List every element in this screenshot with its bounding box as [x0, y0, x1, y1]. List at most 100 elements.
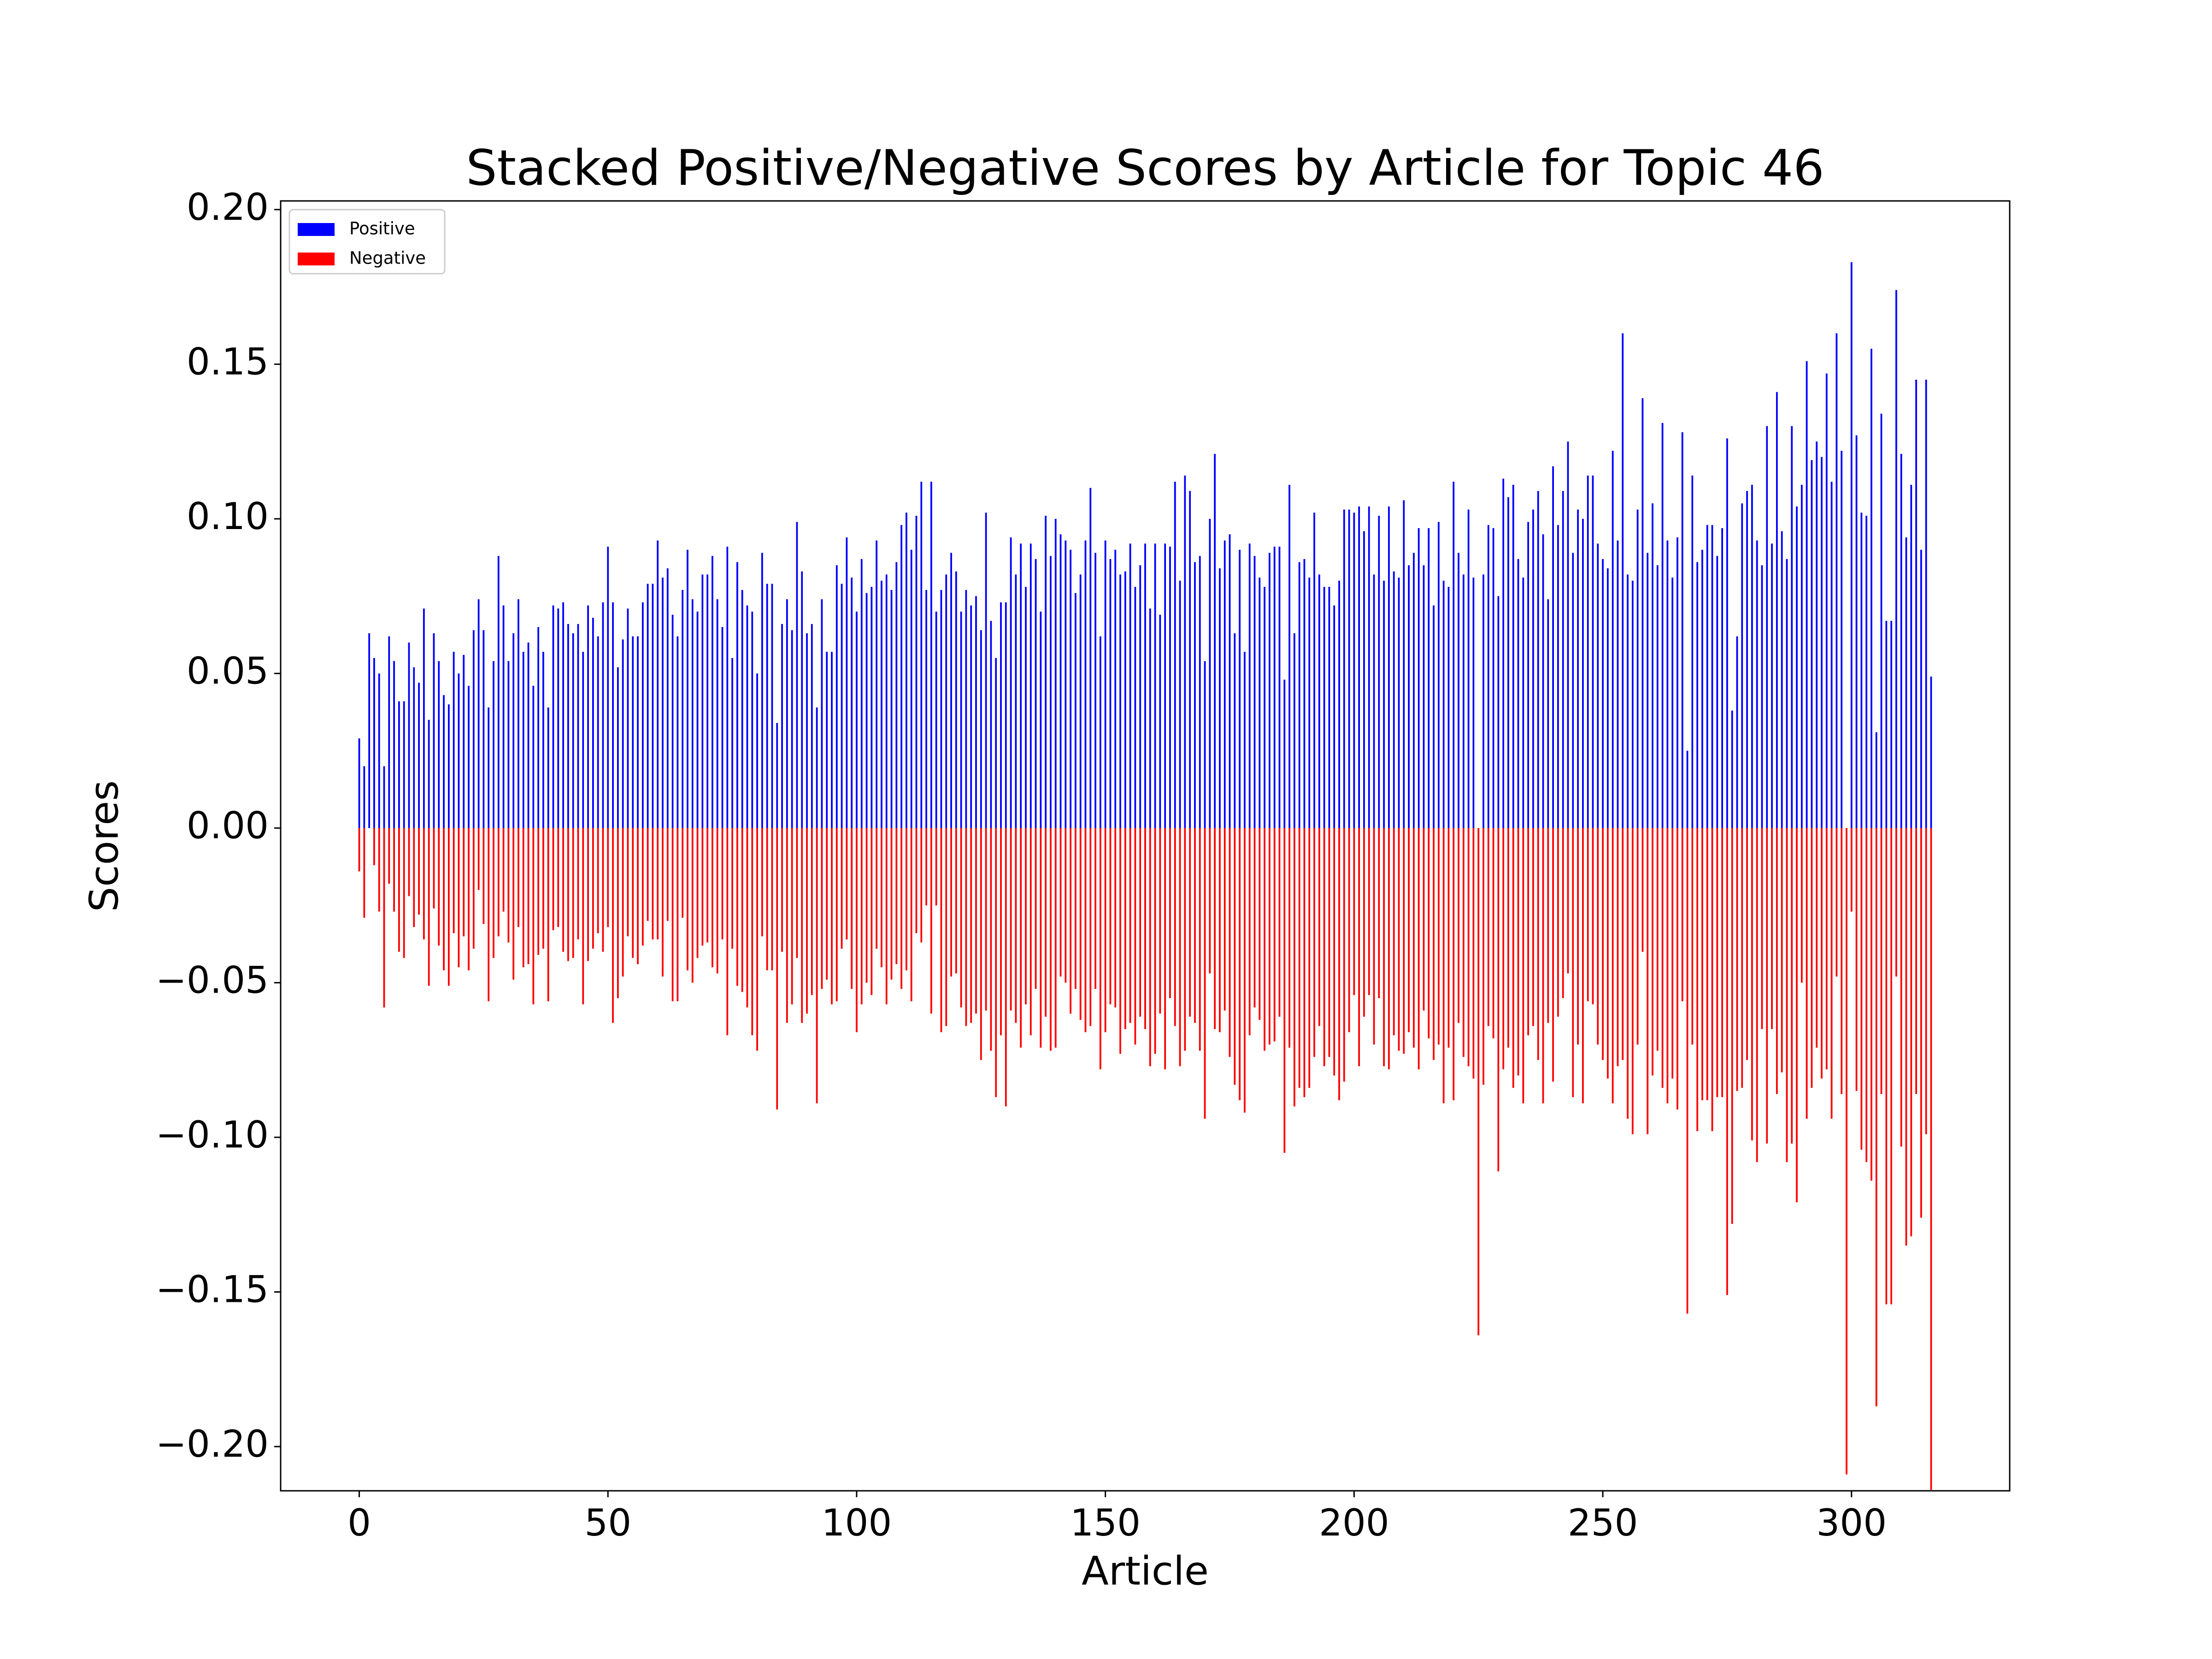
bar: [1835, 333, 1838, 828]
bar: [1229, 828, 1231, 1057]
bar: [1219, 568, 1221, 828]
bar: [910, 828, 912, 1001]
bar: [1179, 581, 1181, 828]
bar: [627, 608, 629, 828]
bar: [1035, 828, 1037, 989]
bar: [1358, 828, 1360, 1066]
bar: [1483, 828, 1484, 1085]
bar: [562, 602, 564, 828]
bar: [1378, 516, 1380, 828]
bar: [806, 828, 808, 1014]
bar: [447, 828, 450, 986]
bar: [1065, 540, 1067, 828]
bar: [1224, 540, 1226, 828]
bar: [1477, 828, 1480, 1335]
bar: [1458, 828, 1459, 1023]
bar: [477, 828, 480, 890]
bar: [1234, 633, 1236, 828]
bar: [1114, 828, 1117, 1008]
bar: [761, 828, 763, 936]
bar: [1065, 828, 1067, 983]
bar: [1472, 828, 1475, 1079]
bar: [1070, 549, 1071, 828]
bar: [602, 602, 604, 828]
bar: [497, 828, 500, 936]
bar: [447, 704, 450, 828]
bar: [1134, 587, 1136, 828]
bar: [895, 562, 898, 828]
bar: [691, 599, 694, 828]
bar: [1786, 828, 1788, 1162]
bar: [1647, 828, 1649, 1135]
bar: [502, 828, 505, 912]
bar: [1741, 503, 1743, 828]
bar: [1806, 828, 1808, 1119]
bar: [1597, 543, 1599, 828]
bar: [1666, 540, 1669, 828]
bar: [1054, 518, 1057, 828]
bar: [1408, 565, 1410, 828]
bar: [831, 828, 833, 1005]
bar: [1224, 828, 1226, 1011]
bar: [607, 547, 609, 828]
bar: [1517, 559, 1519, 828]
bar: [1567, 441, 1569, 828]
bar: [1348, 828, 1350, 1032]
bar: [1467, 509, 1470, 828]
bar: [1636, 828, 1639, 1045]
bar: [1776, 392, 1778, 828]
bar: [1855, 828, 1858, 1091]
bar: [1592, 828, 1594, 1005]
bar: [1761, 565, 1763, 828]
bar: [666, 568, 669, 828]
bar: [1020, 543, 1022, 828]
bar: [890, 590, 893, 828]
bar: [1841, 451, 1843, 828]
bar: [632, 636, 634, 828]
bar: [721, 828, 724, 940]
bar: [1572, 828, 1574, 1097]
bar: [1348, 509, 1350, 828]
bar: [398, 828, 400, 952]
bar: [940, 828, 942, 1032]
bar: [1925, 379, 1927, 828]
bar: [940, 590, 942, 828]
bar: [472, 828, 475, 949]
bar: [1830, 828, 1833, 1119]
bar: [1303, 828, 1306, 1097]
bar: [970, 605, 972, 828]
bar: [671, 614, 674, 828]
bar: [1696, 828, 1699, 1131]
bar: [930, 828, 932, 1014]
bar: [1641, 828, 1644, 952]
bar: [1124, 828, 1126, 1030]
bar: [1816, 828, 1818, 1048]
y-tick-label: 0.10: [187, 495, 269, 538]
bar: [1796, 828, 1798, 1202]
bar: [1453, 828, 1455, 1100]
bar: [1239, 828, 1241, 1100]
bar: [1880, 828, 1883, 1094]
bar: [1229, 534, 1231, 828]
bar: [1517, 828, 1519, 1076]
bar: [1920, 828, 1922, 1218]
bar: [1015, 574, 1017, 828]
bar: [1079, 828, 1082, 1020]
bar: [1159, 614, 1161, 828]
bar: [413, 667, 415, 828]
bar: [920, 482, 923, 828]
bar: [736, 562, 738, 828]
bar: [1333, 828, 1335, 1076]
bar: [552, 605, 554, 828]
bar: [945, 828, 947, 1026]
bar: [960, 612, 962, 828]
bar: [1318, 574, 1320, 828]
bar: [776, 723, 778, 828]
bar: [572, 633, 574, 828]
bar: [542, 828, 544, 949]
bar: [1920, 549, 1922, 828]
bar: [662, 577, 664, 828]
bar: [677, 828, 679, 1001]
bar: [1736, 636, 1738, 828]
